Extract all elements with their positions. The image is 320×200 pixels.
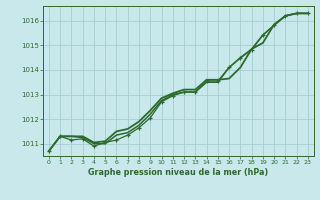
X-axis label: Graphe pression niveau de la mer (hPa): Graphe pression niveau de la mer (hPa) — [88, 168, 268, 177]
